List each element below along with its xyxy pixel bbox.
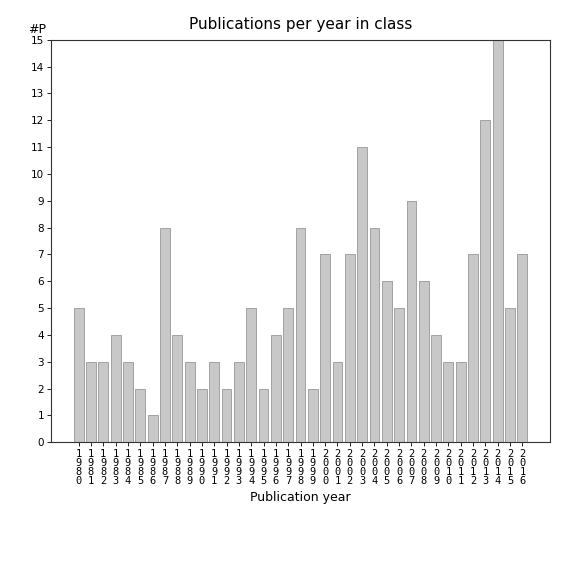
Bar <box>234 362 244 442</box>
Bar <box>86 362 96 442</box>
Bar <box>419 281 429 442</box>
Bar <box>480 120 490 442</box>
Bar <box>382 281 392 442</box>
Bar <box>123 362 133 442</box>
Bar <box>246 308 256 442</box>
X-axis label: Publication year: Publication year <box>250 491 351 504</box>
Bar <box>394 308 404 442</box>
Bar <box>259 388 268 442</box>
Bar <box>185 362 194 442</box>
Bar <box>407 201 416 442</box>
Bar <box>370 227 379 442</box>
Bar <box>136 388 145 442</box>
Bar <box>295 227 306 442</box>
Bar <box>271 335 281 442</box>
Bar <box>468 255 478 442</box>
Bar <box>320 255 330 442</box>
Bar <box>74 308 83 442</box>
Bar <box>147 416 158 442</box>
Bar <box>160 227 170 442</box>
Bar <box>333 362 342 442</box>
Bar <box>222 388 231 442</box>
Bar <box>493 40 503 442</box>
Bar <box>209 362 219 442</box>
Title: Publications per year in class: Publications per year in class <box>189 16 412 32</box>
Bar <box>518 255 527 442</box>
Bar <box>308 388 318 442</box>
Bar <box>197 388 207 442</box>
Text: #P: #P <box>28 23 46 36</box>
Bar <box>431 335 441 442</box>
Bar <box>357 147 367 442</box>
Bar <box>172 335 182 442</box>
Bar <box>456 362 466 442</box>
Bar <box>284 308 293 442</box>
Bar <box>111 335 121 442</box>
Bar <box>443 362 454 442</box>
Bar <box>345 255 355 442</box>
Bar <box>505 308 515 442</box>
Bar <box>98 362 108 442</box>
